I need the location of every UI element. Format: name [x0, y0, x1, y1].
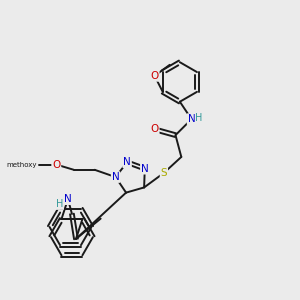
Text: O: O	[52, 160, 60, 170]
Text: O: O	[151, 124, 159, 134]
Text: O: O	[151, 71, 159, 81]
Text: N: N	[123, 157, 131, 167]
Text: N: N	[188, 114, 195, 124]
Text: N: N	[112, 172, 119, 182]
Text: N: N	[141, 164, 149, 174]
Text: N: N	[64, 194, 72, 204]
Text: H: H	[195, 113, 203, 123]
Text: H: H	[56, 200, 64, 209]
Text: S: S	[160, 168, 167, 178]
Text: methoxy: methoxy	[7, 162, 37, 168]
